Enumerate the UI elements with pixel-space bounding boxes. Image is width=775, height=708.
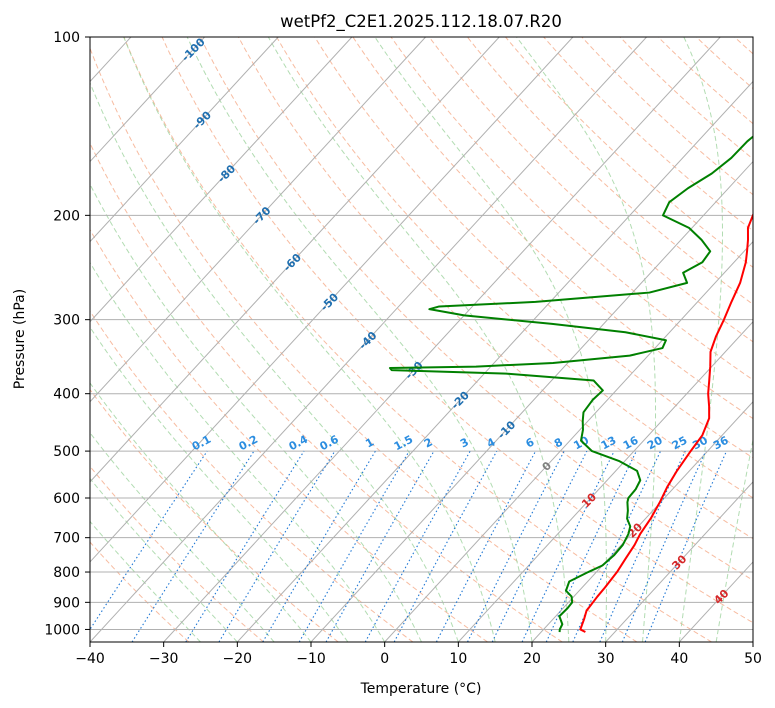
dry-adiabat-line [90, 46, 638, 642]
mixing-ratio-line [491, 450, 588, 642]
isotherm-line [90, 37, 574, 563]
moist-adiabat-line [90, 261, 386, 642]
x-axis: −40 −30 −20 −10 0 10 20 30 40 50 [75, 642, 762, 667]
y-tick-label: 500 [53, 444, 80, 460]
x-tick-label: 40 [670, 651, 688, 667]
isotherm-line [90, 37, 426, 403]
mixing-ratio-line [185, 450, 305, 642]
moist-adiabat-line [267, 37, 570, 642]
y-axis-label: Pressure (hPa) [12, 289, 28, 389]
dry-adiabat-line [276, 37, 753, 499]
chart-title: wetPf2_C2E1.2025.112.18.07.R20 [280, 12, 562, 32]
mixing-ratio-line [364, 450, 471, 642]
plot-frame [89, 36, 754, 643]
y-tick-label: 900 [53, 595, 80, 611]
dry-adiabat-line [90, 465, 264, 642]
moist-adiabat-line [678, 37, 724, 642]
x-tick-label: −20 [223, 651, 253, 667]
dry-adiabat-line [390, 37, 753, 381]
dry-adiabat-line [90, 142, 563, 642]
dry-adiabat-line [90, 310, 414, 642]
x-tick-label: 10 [449, 651, 467, 667]
isotherm-line [457, 320, 753, 642]
moist-adiabat-line [516, 37, 657, 642]
mixing-ratio-label: 20 [645, 434, 665, 453]
mixing-ratio-line [325, 450, 435, 642]
moist-adiabat-line [715, 437, 753, 642]
mixing-ratio-line [599, 450, 686, 642]
mixing-ratio-label: 30 [690, 434, 710, 453]
isotherm-gridlines [90, 37, 753, 642]
moist-adiabats [90, 37, 753, 642]
mixing-ratio-label: 10 [571, 434, 591, 453]
mixing-ratio-line [218, 450, 336, 642]
moist-adiabat-line [374, 37, 607, 642]
mixing-ratio-line [131, 450, 255, 642]
y-tick-label: 100 [53, 30, 80, 46]
temperature-profile-line [579, 212, 753, 633]
sounding-profiles [388, 135, 753, 633]
isotherm-line [605, 481, 753, 642]
moist-adiabat-line [90, 326, 349, 642]
mixing-ratio-line [467, 450, 565, 642]
mixing-ratio-line [644, 450, 728, 642]
isotherm-line [163, 37, 721, 642]
moist-adiabat-line [90, 520, 201, 642]
x-tick-label: 20 [523, 651, 541, 667]
x-tick-label: −40 [75, 651, 105, 667]
moist-adiabat-line [90, 183, 422, 642]
isotherm-line [310, 160, 753, 642]
mixing-ratio-lines [90, 450, 728, 642]
y-tick-label: 600 [53, 491, 80, 507]
dewpoint-profile-line [388, 135, 753, 633]
isotherm-line [236, 80, 753, 642]
isotherm-line [90, 37, 500, 483]
y-tick-label: 1000 [44, 622, 80, 638]
dry-adiabat-line [352, 37, 753, 420]
mixing-ratio-label: 16 [621, 434, 641, 453]
isotherm-line [90, 37, 205, 163]
isotherm-line [90, 37, 647, 642]
dry-adiabat-line [199, 37, 753, 581]
isotherm-line [90, 37, 279, 243]
moist-adiabat-line [186, 37, 533, 642]
mixing-ratio-line [393, 450, 498, 642]
mixing-ratio-label: 25 [670, 434, 690, 453]
dry-adiabat-line [237, 37, 753, 540]
mixing-ratio-line [90, 450, 208, 631]
dry-adiabat-line [466, 37, 753, 305]
y-tick-label: 700 [53, 531, 80, 547]
plot-area: -100-90-80-70-60-50-40-30-20-10010203040… [90, 37, 753, 642]
moist-adiabat-line [90, 431, 275, 642]
mixing-ratio-label: 36 [711, 434, 731, 453]
x-axis-label: Temperature (°C) [360, 681, 482, 697]
y-tick-label: 800 [53, 565, 80, 581]
moist-adiabat-line [90, 81, 459, 642]
x-tick-label: 50 [744, 651, 762, 667]
mixing-ratio-label: 13 [599, 434, 619, 453]
dry-adiabats [90, 37, 753, 642]
x-tick-label: −10 [296, 651, 326, 667]
moist-adiabat-line [90, 477, 238, 642]
moist-adiabat-line [123, 37, 496, 642]
y-tick-label: 200 [53, 208, 80, 224]
y-tick-label: 300 [53, 313, 80, 329]
mixing-ratio-line [621, 450, 707, 642]
x-tick-label: 0 [380, 651, 389, 667]
x-tick-label: 30 [597, 651, 615, 667]
isotherm-line [90, 37, 353, 323]
y-tick-label: 400 [53, 387, 80, 403]
dry-adiabat-line [123, 37, 712, 642]
y-axis: 100 200 300 400 500 600 700 800 900 1000 [44, 30, 90, 638]
x-tick-label: −30 [149, 651, 179, 667]
dry-adiabat-line [161, 37, 753, 624]
